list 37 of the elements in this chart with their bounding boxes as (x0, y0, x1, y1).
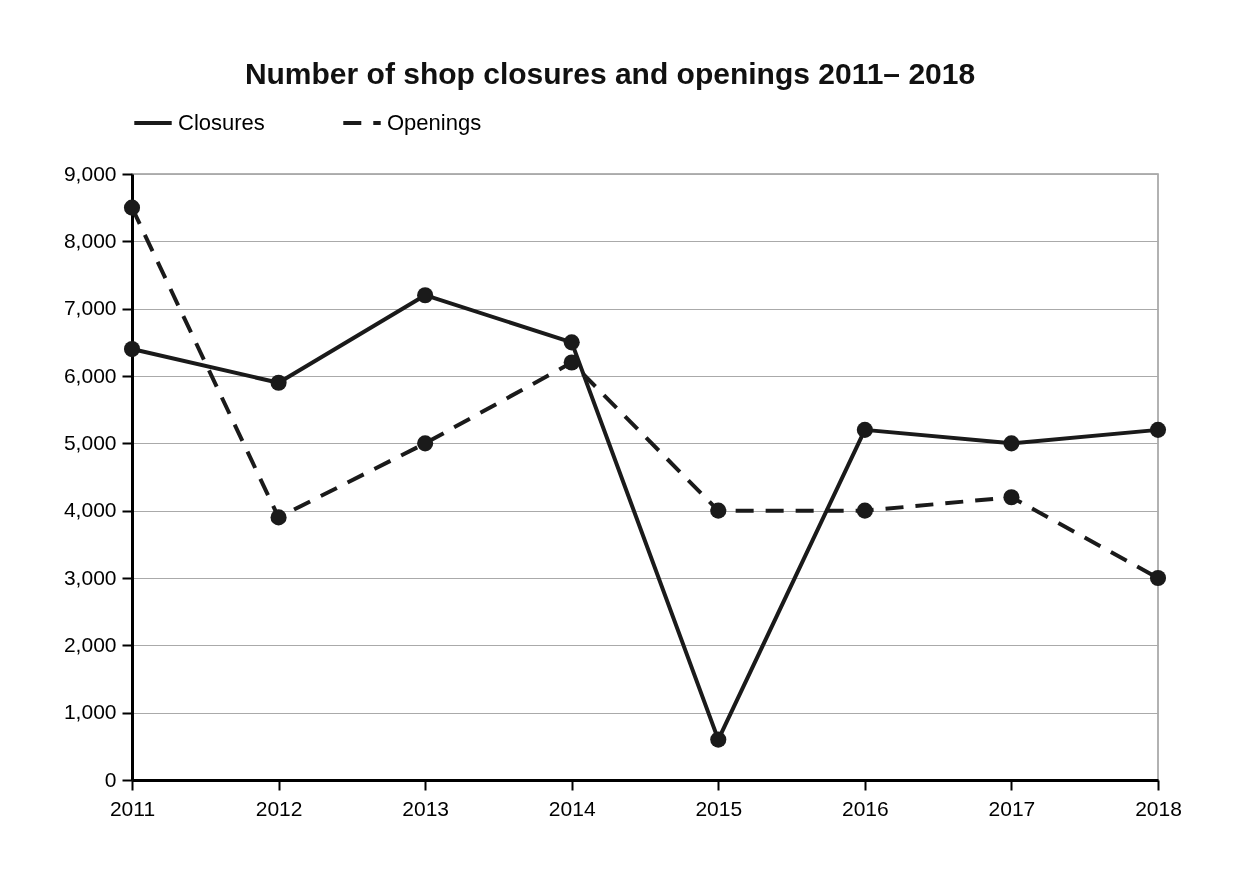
y-tick-label: 6,000 (63, 363, 117, 387)
y-tick-label: 5,000 (63, 430, 117, 454)
point (270, 509, 287, 526)
point (417, 287, 434, 304)
point (123, 199, 141, 216)
x-tick-label: 2015 (695, 796, 743, 820)
x-tick-label: 2016 (842, 796, 889, 820)
chart-title: Number of shop closures and openings 2011– 2018 (244, 57, 976, 90)
point (1149, 421, 1167, 438)
point (270, 374, 287, 391)
point (856, 502, 873, 519)
y-tick-label: 8,000 (63, 228, 117, 252)
point (1003, 435, 1020, 452)
point (563, 334, 580, 351)
x-tick-label: 2018 (1135, 796, 1182, 820)
x-tick-label: 2011 (109, 796, 156, 820)
x-tick-label: 2012 (255, 796, 303, 820)
x-tick-label: 2017 (988, 796, 1036, 820)
point (123, 341, 141, 358)
point (856, 421, 873, 438)
y-tick-label: 2,000 (63, 632, 117, 656)
x-tick-label: 2014 (548, 796, 596, 820)
x-tick-label: 2013 (402, 796, 449, 820)
point (1149, 569, 1167, 587)
legend-label: Closures (178, 110, 265, 135)
point (710, 502, 727, 519)
y-tick-label: 0 (104, 767, 117, 791)
point (1003, 489, 1020, 506)
point (563, 354, 580, 371)
y-tick-label: 7,000 (63, 296, 117, 320)
y-tick-label: 3,000 (63, 565, 117, 589)
point (710, 731, 727, 748)
y-tick-label: 9,000 (63, 161, 117, 185)
y-tick-label: 1,000 (63, 700, 117, 724)
legend-label: Openings (387, 110, 482, 135)
y-tick-label: 4,000 (63, 498, 117, 522)
point (417, 435, 434, 452)
